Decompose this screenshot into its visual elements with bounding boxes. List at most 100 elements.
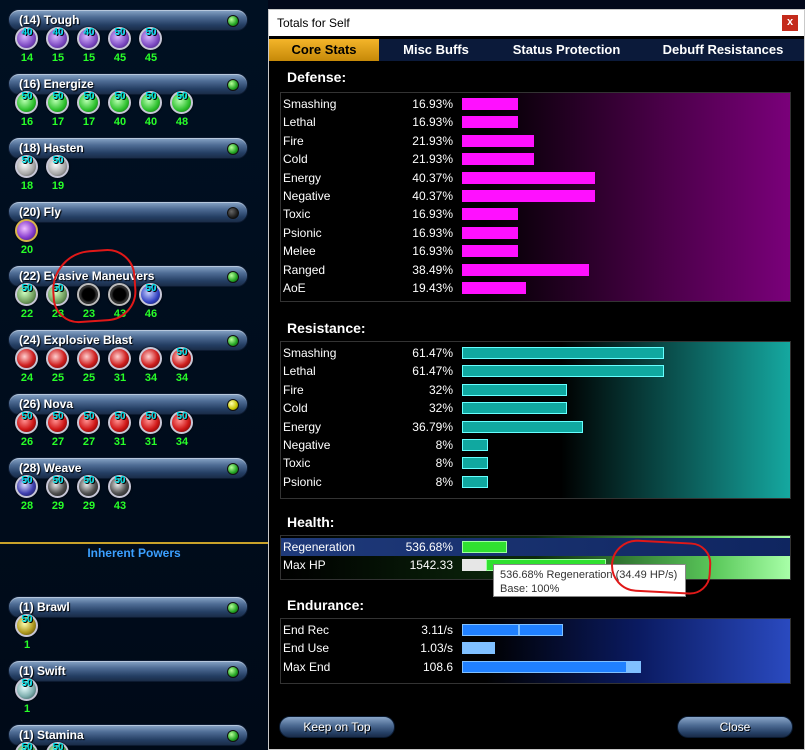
stat-row[interactable]: Energy 40.37% (281, 169, 790, 187)
regeneration-tooltip: 536.68% Regeneration (34.49 HP/s) Base: … (493, 564, 686, 597)
power-bar[interactable]: (20) Fly (8, 201, 248, 223)
stat-row[interactable]: End Rec 3.11/s (281, 621, 790, 639)
enhancement-slot[interactable]: 24 (14, 337, 40, 384)
power-bar[interactable]: (1) Swift (8, 660, 248, 682)
stat-row[interactable]: Fire 32% (281, 381, 790, 399)
power-bar[interactable]: (1) Stamina (8, 724, 248, 746)
stat-row[interactable]: Energy 36.79% (281, 418, 790, 436)
stat-row[interactable]: Lethal 16.93% (281, 113, 790, 131)
enhancement-slot[interactable]: 50 28 (14, 465, 40, 512)
stat-value: 8% (435, 456, 453, 471)
stat-value: 38.49% (412, 262, 453, 277)
enhancement-slot[interactable]: 50 1 (14, 604, 40, 651)
enhancement-slot[interactable]: 50 22 (14, 273, 40, 320)
enhancement-level: 50 (145, 27, 157, 38)
enhancement-slot[interactable]: 50 18 (14, 145, 40, 192)
enhancement-slot[interactable]: 50 29 (45, 465, 71, 512)
close-icon[interactable]: x (782, 15, 798, 31)
keep-on-top-button[interactable]: Keep on Top (279, 716, 395, 738)
enhancement-slot[interactable]: 25 (76, 337, 102, 384)
enhancement-slot[interactable]: 50 27 (76, 401, 102, 448)
enhancement-slot[interactable]: 50 43 (107, 465, 133, 512)
enhancement-slot[interactable]: 50 48 (169, 81, 195, 128)
enhancement-slot[interactable]: 50 16 (14, 81, 40, 128)
tab-debuff-resistances[interactable]: Debuff Resistances (662, 42, 784, 57)
enhancement-slot[interactable]: 50 23 (45, 273, 71, 320)
close-button[interactable]: Close (677, 716, 793, 738)
status-led-icon (227, 79, 239, 91)
stat-row[interactable]: Lethal 61.47% (281, 362, 790, 380)
endurance-heading: Endurance: (287, 597, 365, 613)
enhancement-slot[interactable]: 50 26 (14, 401, 40, 448)
tooltip-line-2: Base: 100% (500, 583, 560, 595)
enhancement-slot[interactable]: 50 40 (138, 81, 164, 128)
enhancement-slot[interactable]: 50 45 (138, 17, 164, 64)
enhancement-slot[interactable]: 50 29 (76, 465, 102, 512)
power-2: (18) Hasten 50 18 50 19 (8, 137, 250, 193)
enhancement-slot[interactable]: 50 34 (169, 401, 195, 448)
power-bar[interactable]: (1) Brawl (8, 596, 248, 618)
power-bar[interactable]: (18) Hasten (8, 137, 248, 159)
stat-row[interactable]: Regeneration 536.68% (281, 538, 790, 556)
stat-bar (462, 541, 507, 553)
inherent-1: (1) Swift 50 1 (8, 660, 250, 716)
stat-bar (462, 660, 628, 673)
stat-row[interactable]: Ranged 38.49% (281, 261, 790, 279)
enhancement-slot[interactable]: 50 40 (107, 81, 133, 128)
enhancement-slot[interactable]: 23 (76, 273, 102, 320)
stat-row[interactable]: Negative 8% (281, 436, 790, 454)
enhancement-level: 50 (114, 411, 126, 422)
enhancement-slot[interactable]: 20 (14, 209, 40, 256)
enhancement-slot[interactable]: 31 (107, 337, 133, 384)
enhancement-slot[interactable]: 50 19 (45, 145, 71, 192)
defense-heading: Defense: (287, 69, 347, 85)
enhancement-slot[interactable]: 25 (45, 337, 71, 384)
stat-row[interactable]: Toxic 8% (281, 454, 790, 472)
stat-row[interactable]: Cold 32% (281, 399, 790, 417)
enhancement-slot[interactable]: 50 17 (76, 81, 102, 128)
slot-level: 19 (51, 180, 65, 192)
enhancement-slot[interactable]: 50 (45, 732, 71, 750)
tab-misc-buffs[interactable]: Misc Buffs (403, 42, 469, 57)
slot-level: 26 (20, 436, 34, 448)
stat-row[interactable]: Max End 108.6 (281, 658, 790, 676)
stat-row[interactable]: Psionic 16.93% (281, 224, 790, 242)
enhancement-slot[interactable]: 43 (107, 273, 133, 320)
enhancement-slot[interactable]: 40 15 (76, 17, 102, 64)
stat-row[interactable]: Melee 16.93% (281, 242, 790, 260)
enhancement-slot[interactable]: 50 31 (107, 401, 133, 448)
enhancement-slot[interactable]: 50 17 (45, 81, 71, 128)
slot-level: 31 (113, 436, 127, 448)
stat-row[interactable]: Cold 21.93% (281, 150, 790, 168)
tab-status-protection[interactable]: Status Protection (512, 42, 621, 57)
slot-level: 24 (20, 372, 34, 384)
stat-row[interactable]: End Use 1.03/s (281, 639, 790, 657)
enhancement-slot[interactable]: 50 45 (107, 17, 133, 64)
stat-bar (627, 660, 641, 673)
enhancement-slot[interactable]: 50 34 (169, 337, 195, 384)
stat-row[interactable]: Psionic 8% (281, 473, 790, 491)
stat-row[interactable]: Smashing 61.47% (281, 344, 790, 362)
enhancement-slot[interactable]: 50 1 (14, 668, 40, 715)
enhancement-slot[interactable]: 50 (14, 732, 40, 750)
stat-value: 32% (428, 382, 453, 397)
power-bar[interactable]: (16) Energize (8, 73, 248, 95)
tab-core-stats[interactable]: Core Stats (269, 39, 379, 61)
stat-row[interactable]: Smashing 16.93% (281, 95, 790, 113)
enhancement-slot[interactable]: 40 15 (45, 17, 71, 64)
title-bar[interactable]: Totals for Self x (269, 10, 804, 36)
enhancement-slot[interactable]: 50 46 (138, 273, 164, 320)
enhancement-slot[interactable]: 50 31 (138, 401, 164, 448)
enhancement-level: 50 (176, 347, 188, 358)
enhancement-slot[interactable]: 40 14 (14, 17, 40, 64)
stat-row[interactable]: AoE 19.43% (281, 279, 790, 297)
stat-row[interactable]: Negative 40.37% (281, 187, 790, 205)
stat-row[interactable]: Fire 21.93% (281, 132, 790, 150)
enhancement-slot[interactable]: 50 27 (45, 401, 71, 448)
stat-row[interactable]: Toxic 16.93% (281, 205, 790, 223)
defense-panel: Smashing 16.93% Lethal 16.93% Fire 21.93% Cold… (280, 92, 791, 302)
enhancement-slot[interactable]: 34 (138, 337, 164, 384)
stat-bar (462, 263, 590, 276)
enhancement-level: 50 (52, 283, 64, 294)
enhancement-icon (170, 411, 193, 434)
